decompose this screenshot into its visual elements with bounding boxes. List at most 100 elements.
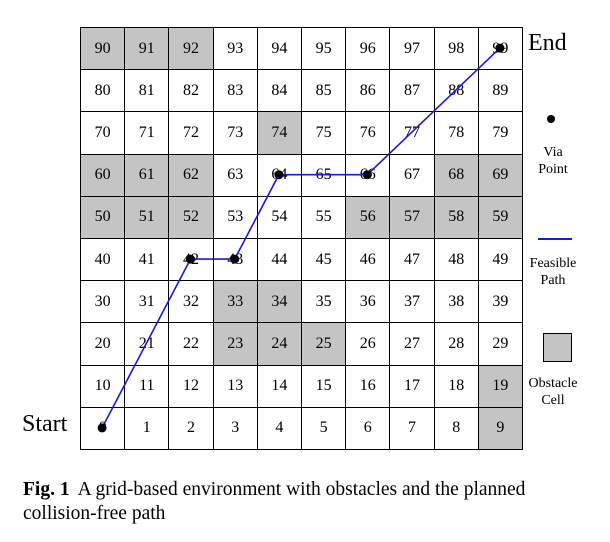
legend-feasible-path-line2: Path xyxy=(540,273,566,288)
grid-cell-32: 32 xyxy=(168,280,214,324)
grid-cell-97: 97 xyxy=(389,27,435,71)
grid-cell-30: 30 xyxy=(80,280,126,324)
legend-feasible-path-line1: Feasible xyxy=(529,256,577,271)
grid-cell-49: 49 xyxy=(477,238,523,282)
grid-cell-13: 13 xyxy=(212,364,258,408)
grid-cell-67: 67 xyxy=(389,153,435,197)
grid-cell-70: 70 xyxy=(80,111,126,155)
grid-environment: 90 91 92 93 94 95 96 97 98 99 80 81 82 83 84 85 86 87 88 89… xyxy=(80,27,523,450)
grid-cell-20: 20 xyxy=(80,322,126,366)
grid-cell-53: 53 xyxy=(212,195,258,239)
grid-cell-26: 26 xyxy=(345,322,391,366)
legend-via-point-line2: Point xyxy=(538,162,568,177)
grid-cell-6: 6 xyxy=(345,406,391,450)
grid-cell-74: 74 xyxy=(256,111,302,155)
grid-cell-84: 84 xyxy=(256,69,302,113)
grid-cell-87: 87 xyxy=(389,69,435,113)
grid-cell-25: 25 xyxy=(301,322,347,366)
grid-cell-89: 89 xyxy=(477,69,523,113)
grid-cell-59: 59 xyxy=(477,195,523,239)
grid-cell-75: 75 xyxy=(301,111,347,155)
grid-cell-90: 90 xyxy=(80,27,126,71)
grid-cell-94: 94 xyxy=(256,27,302,71)
legend-obstacle-cell-line2: Cell xyxy=(541,393,565,408)
legend-feasible-path-label: Feasible Path xyxy=(522,255,584,289)
grid-cell-44: 44 xyxy=(256,238,302,282)
grid-cell-65: 65 xyxy=(301,153,347,197)
grid-cell-85: 85 xyxy=(301,69,347,113)
grid-cell-50: 50 xyxy=(80,195,126,239)
grid-cell-40: 40 xyxy=(80,238,126,282)
grid-cell-76: 76 xyxy=(345,111,391,155)
grid-cell-48: 48 xyxy=(433,238,479,282)
figure-caption-label: Fig. 1 xyxy=(23,479,70,500)
grid-cell-3: 3 xyxy=(212,406,258,450)
grid-cell-99: 99 xyxy=(477,27,523,71)
grid-cell-17: 17 xyxy=(389,364,435,408)
grid-cell-18: 18 xyxy=(433,364,479,408)
grid-cell-62: 62 xyxy=(168,153,214,197)
grid-cell-96: 96 xyxy=(345,27,391,71)
grid-cell-9: 9 xyxy=(477,406,523,450)
grid-cell-98: 98 xyxy=(433,27,479,71)
grid-cell-35: 35 xyxy=(301,280,347,324)
grid-cell-73: 73 xyxy=(212,111,258,155)
grid-cell-10: 10 xyxy=(80,364,126,408)
grid-cell-1: 1 xyxy=(124,406,170,450)
grid-cell-64: 64 xyxy=(256,153,302,197)
legend-via-point-line1: Via xyxy=(543,145,563,160)
figure-caption-text: A grid-based environment with obstacles … xyxy=(23,479,526,524)
grid-cell-82: 82 xyxy=(168,69,214,113)
grid-cell-63: 63 xyxy=(212,153,258,197)
grid-cell-69: 69 xyxy=(477,153,523,197)
grid-cell-12: 12 xyxy=(168,364,214,408)
grid-cell-11: 11 xyxy=(124,364,170,408)
legend-feasible-path-swatch xyxy=(538,238,572,240)
grid-cell-81: 81 xyxy=(124,69,170,113)
grid-cell-22: 22 xyxy=(168,322,214,366)
grid-cell-42: 42 xyxy=(168,238,214,282)
grid-cell-15: 15 xyxy=(301,364,347,408)
legend-obstacle-cell-swatch xyxy=(543,333,572,362)
grid-cell-19: 19 xyxy=(477,364,523,408)
grid-cell-37: 37 xyxy=(389,280,435,324)
grid-cell-55: 55 xyxy=(301,195,347,239)
grid-cell-24: 24 xyxy=(256,322,302,366)
grid-cell-0: 0 xyxy=(80,406,126,450)
legend-obstacle-cell-line1: Obstacle xyxy=(528,376,578,391)
grid-cell-2: 2 xyxy=(168,406,214,450)
grid-cell-46: 46 xyxy=(345,238,391,282)
grid-cell-61: 61 xyxy=(124,153,170,197)
grid-cell-28: 28 xyxy=(433,322,479,366)
grid-cell-51: 51 xyxy=(124,195,170,239)
grid-cell-83: 83 xyxy=(212,69,258,113)
grid-cell-56: 56 xyxy=(345,195,391,239)
grid-cell-88: 88 xyxy=(433,69,479,113)
grid-cell-27: 27 xyxy=(389,322,435,366)
grid-cell-72: 72 xyxy=(168,111,214,155)
grid-cell-16: 16 xyxy=(345,364,391,408)
grid-cell-23: 23 xyxy=(212,322,258,366)
grid-cell-52: 52 xyxy=(168,195,214,239)
legend-via-point-label: Via Point xyxy=(522,144,584,178)
grid-cell-91: 91 xyxy=(124,27,170,71)
legend-obstacle-cell-label: Obstacle Cell xyxy=(522,375,584,409)
grid-cell-5: 5 xyxy=(301,406,347,450)
grid-cell-43: 43 xyxy=(212,238,258,282)
grid-cell-31: 31 xyxy=(124,280,170,324)
grid-cell-78: 78 xyxy=(433,111,479,155)
grid-cell-58: 58 xyxy=(433,195,479,239)
grid-cell-71: 71 xyxy=(124,111,170,155)
start-label: Start xyxy=(22,411,68,437)
grid-cell-38: 38 xyxy=(433,280,479,324)
grid-cell-47: 47 xyxy=(389,238,435,282)
grid-cell-8: 8 xyxy=(433,406,479,450)
grid-cell-92: 92 xyxy=(168,27,214,71)
grid-cell-60: 60 xyxy=(80,153,126,197)
grid-cell-14: 14 xyxy=(256,364,302,408)
grid-cell-79: 79 xyxy=(477,111,523,155)
grid-cell-21: 21 xyxy=(124,322,170,366)
legend-via-point-marker xyxy=(547,115,555,123)
grid-cell-34: 34 xyxy=(256,280,302,324)
